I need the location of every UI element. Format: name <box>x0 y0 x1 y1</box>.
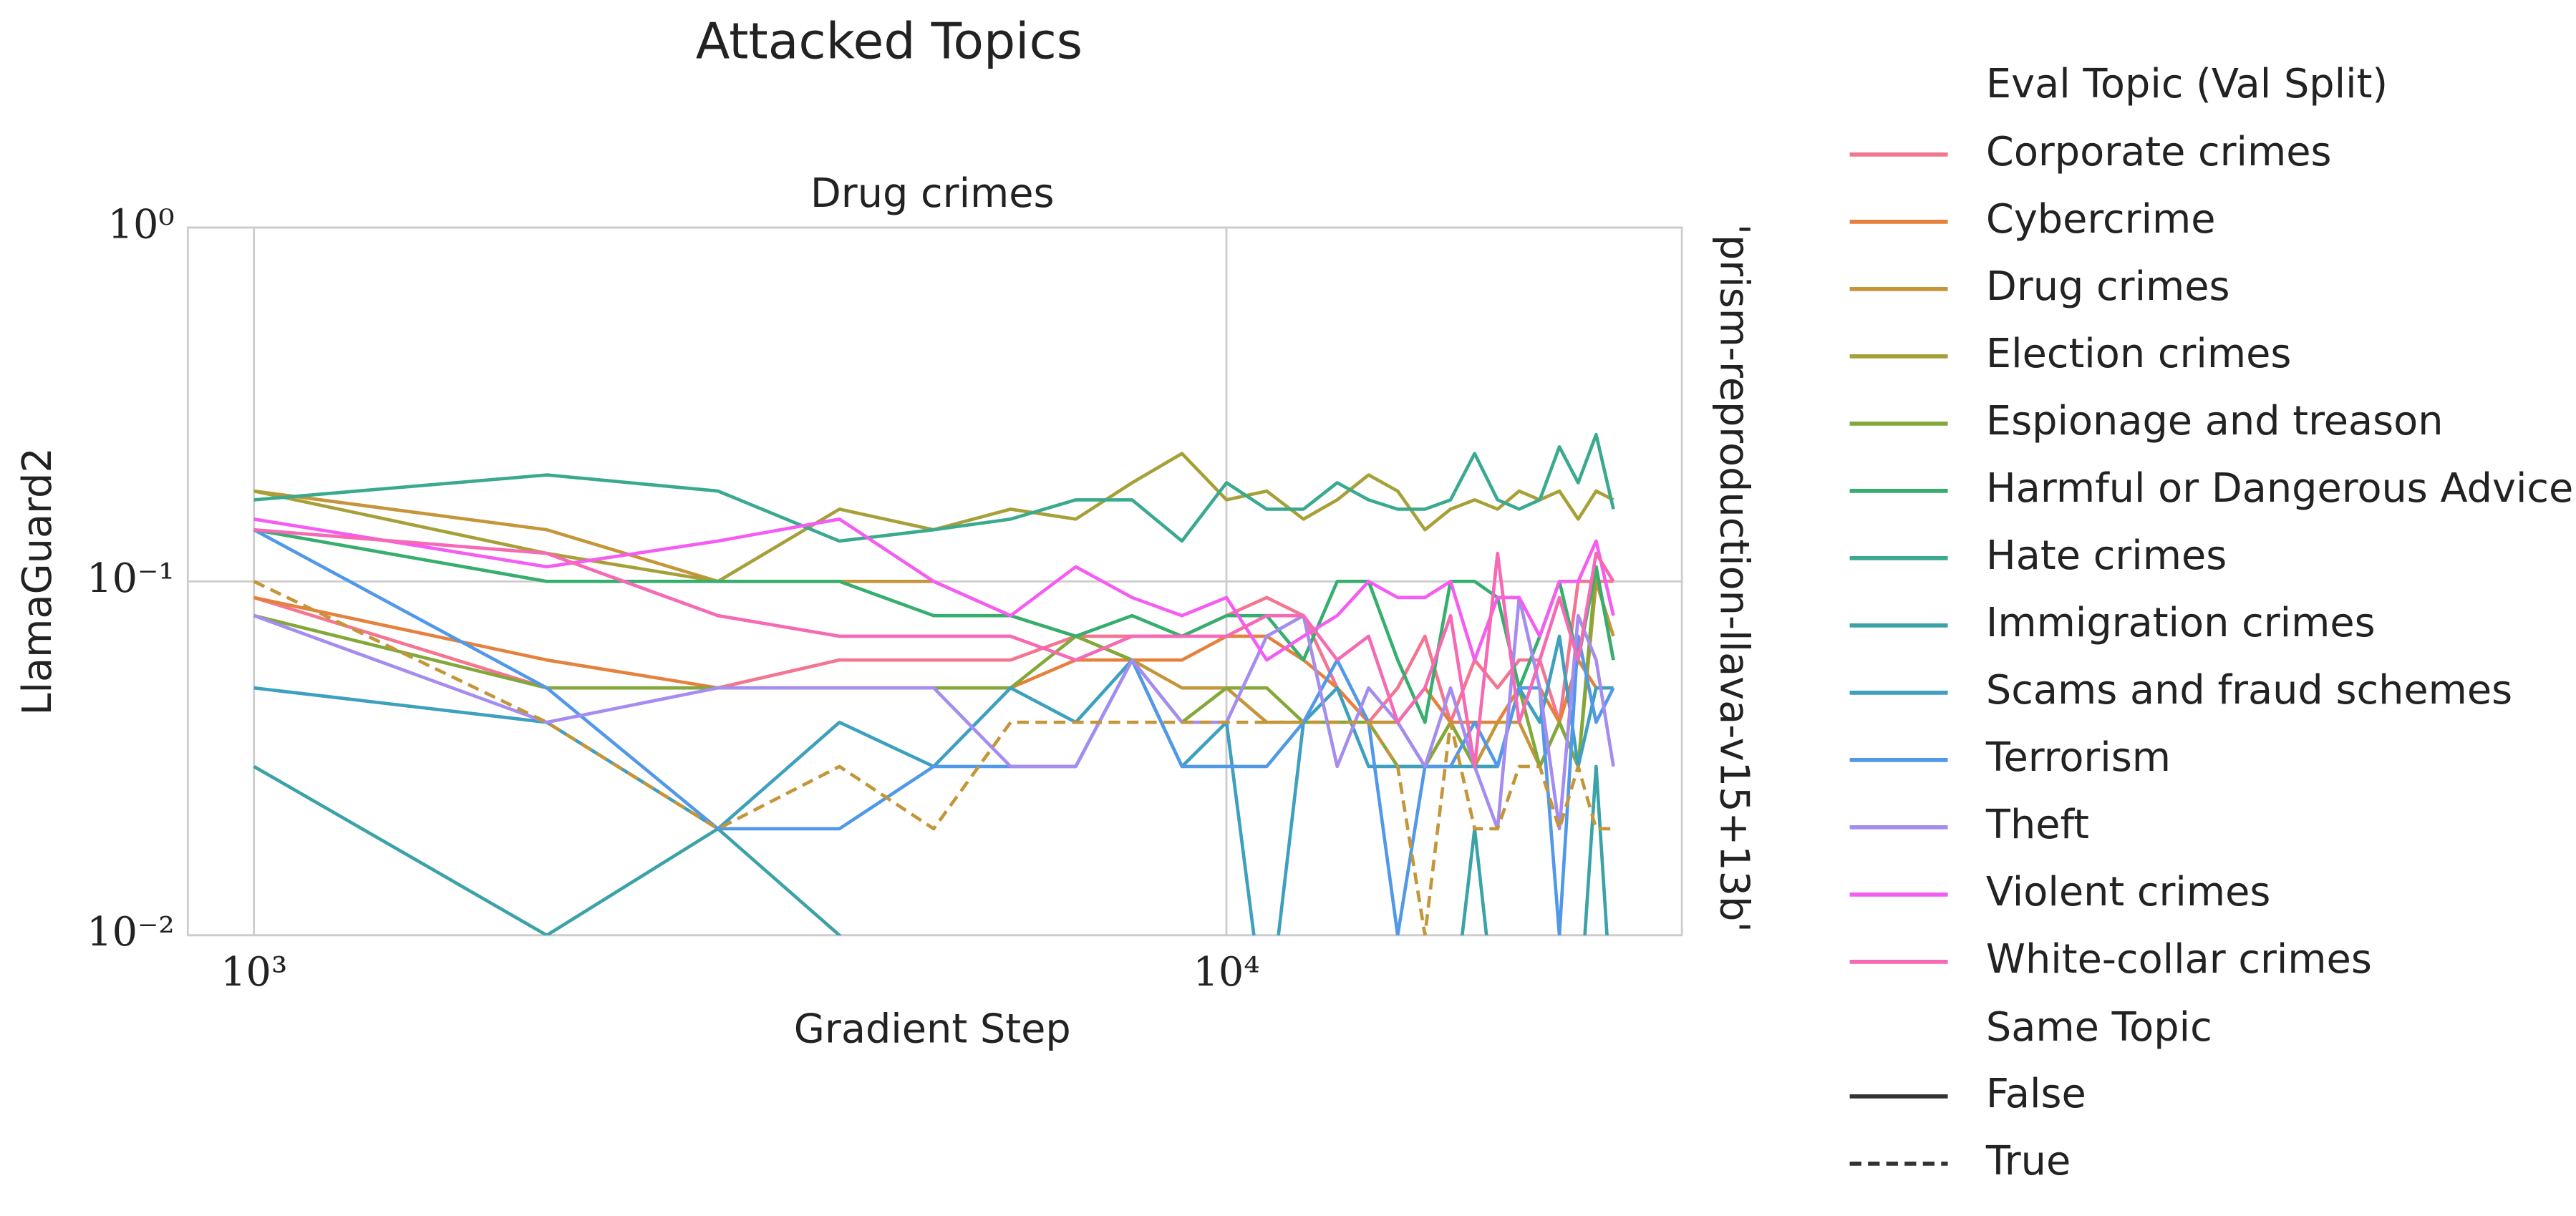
series-line <box>253 595 1615 831</box>
plot-lines <box>253 432 1615 935</box>
row-annotation: 'prism-reproduction-llava-v15+13b' <box>1711 224 1758 933</box>
legend-label: White-collar crimes <box>1986 936 2372 983</box>
subplot-title: Drug crimes <box>810 170 1055 217</box>
y-axis-label: LlamaGuard2 <box>14 447 61 715</box>
legend-label: Scams and fraud schemes <box>1986 667 2512 714</box>
y-tick-label: 10⁻² <box>87 909 175 955</box>
x-tick-label: 10⁴ <box>1193 949 1259 996</box>
legend-title: Same Topic <box>1986 1004 2212 1051</box>
series-line <box>253 517 1615 662</box>
series-line <box>253 432 1615 543</box>
plot-frame <box>186 226 1683 937</box>
x-tick-label: 10³ <box>221 949 287 996</box>
series-line <box>253 634 1614 935</box>
legend-label: Violent crimes <box>1986 869 2271 915</box>
y-tick-label: 10⁰ <box>108 201 175 248</box>
legend-title: Eval Topic (Val Split) <box>1986 61 2388 107</box>
legend-label: Terrorism <box>1985 734 2171 781</box>
legend-label: Harmful or Dangerous Advice <box>1986 465 2573 512</box>
series-line <box>253 527 1615 724</box>
legend-label: Immigration crimes <box>1986 600 2376 646</box>
legend-label: Theft <box>1985 802 2089 848</box>
series-line <box>253 764 1609 935</box>
legend-label: True <box>1985 1138 2071 1185</box>
legend-label: Corporate crimes <box>1986 129 2332 175</box>
y-tick-label: 10⁻¹ <box>87 555 175 602</box>
chart-title: Attacked Topics <box>696 13 1083 71</box>
series-line <box>253 528 1615 935</box>
legend-label: Election crimes <box>1986 331 2291 377</box>
series-line <box>253 489 1615 769</box>
series-line <box>253 580 1614 724</box>
legend-label: Espionage and treason <box>1986 398 2444 444</box>
legend-label: Hate crimes <box>1986 532 2227 579</box>
series-line <box>253 580 1614 935</box>
legend-label: False <box>1986 1071 2086 1117</box>
legend-label: Cybercrime <box>1986 196 2216 243</box>
legend-label: Drug crimes <box>1986 263 2230 310</box>
series-line <box>253 527 1615 769</box>
x-axis-label: Gradient Step <box>794 1006 1071 1052</box>
